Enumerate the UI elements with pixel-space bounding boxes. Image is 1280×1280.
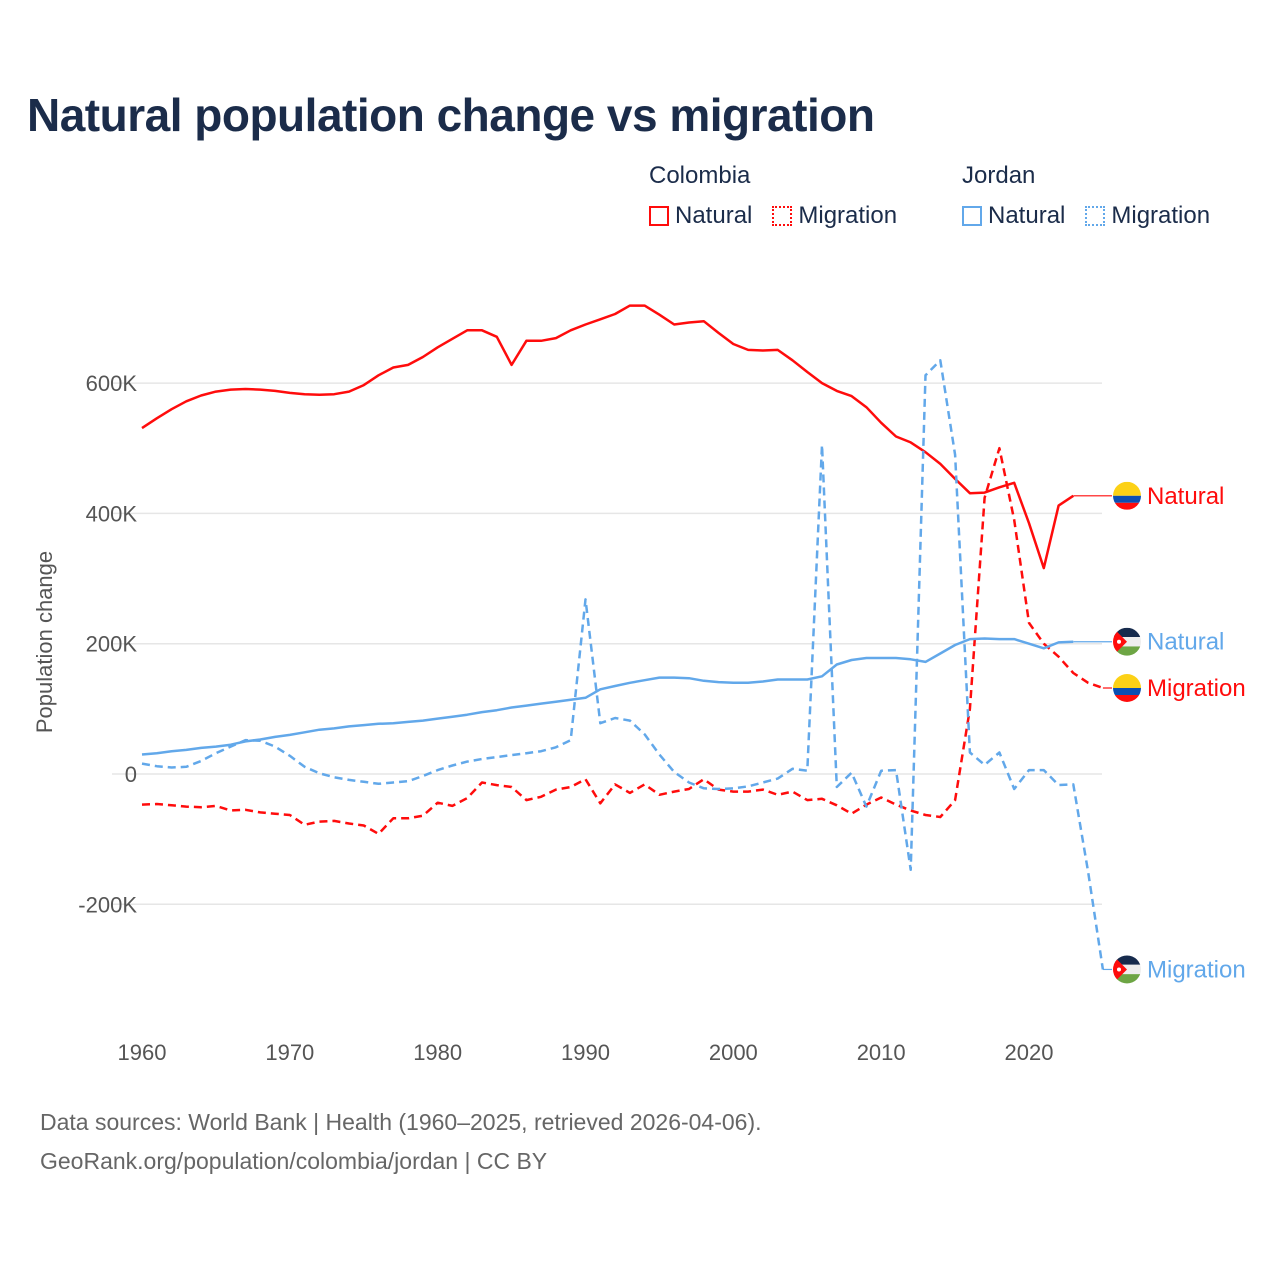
- legend-group-jordan: Jordan Natural Migration: [962, 162, 1210, 230]
- footer-credit[interactable]: GeoRank.org/population/colombia/jordan |…: [40, 1148, 548, 1174]
- x-tick-label: 2020: [1005, 1040, 1054, 1065]
- legend-label: Natural: [675, 202, 753, 229]
- y-tick-label: 400K: [86, 501, 138, 526]
- colombia-flag-icon: [1113, 674, 1141, 703]
- legend-label: Migration: [798, 202, 898, 229]
- legend-swatch-dotted-icon: [772, 206, 793, 226]
- x-tick-label: 1960: [118, 1040, 167, 1065]
- legend-group-colombia: Colombia Natural Migration: [649, 162, 897, 230]
- legend-swatch-dotted-icon: [1085, 206, 1106, 226]
- chart-title: Natural population change vs migration: [27, 89, 875, 141]
- jordan-flag-icon: [1113, 627, 1141, 656]
- legend-swatch-solid-icon: [649, 206, 669, 226]
- legend-item-colombia-natural[interactable]: Natural: [649, 202, 752, 230]
- legend-swatch-solid-icon: [962, 206, 982, 226]
- series-line-jordan-natural: [141, 637, 1074, 756]
- series-line-jordan-migration: [141, 359, 1105, 970]
- legend-label: Natural: [988, 202, 1066, 229]
- colombia-flag-icon: [1113, 481, 1141, 510]
- y-tick-label: 200K: [86, 632, 138, 657]
- legend-group-name: Colombia: [649, 162, 751, 189]
- legend-item-jordan-natural[interactable]: Natural: [962, 202, 1065, 230]
- series-line-colombia-natural: [141, 304, 1074, 570]
- x-tick-label: 1980: [413, 1040, 462, 1065]
- legend-group-name: Jordan: [962, 162, 1036, 189]
- footer-source: Data sources: World Bank | Health (1960–…: [40, 1109, 762, 1135]
- legend-item-jordan-migration[interactable]: Migration: [1085, 202, 1210, 230]
- y-tick-label: 0: [125, 762, 137, 787]
- legend-label: Migration: [1111, 202, 1211, 229]
- series-end-label: Natural: [1147, 629, 1224, 656]
- y-axis-label: Population change: [32, 551, 57, 733]
- series-end-label: Migration: [1147, 956, 1246, 983]
- legend-item-colombia-migration[interactable]: Migration: [772, 202, 897, 230]
- y-tick-label: 600K: [86, 371, 138, 396]
- series-end-label: Natural: [1147, 483, 1224, 510]
- jordan-flag-icon: [1113, 955, 1141, 984]
- x-tick-label: 2010: [857, 1040, 906, 1065]
- x-tick-label: 2000: [709, 1040, 758, 1065]
- series-end-label: Migration: [1147, 675, 1246, 702]
- x-tick-label: 1970: [265, 1040, 314, 1065]
- series-line-colombia-migration: [141, 446, 1104, 836]
- y-tick-label: -200K: [78, 892, 137, 917]
- x-tick-label: 1990: [561, 1040, 610, 1065]
